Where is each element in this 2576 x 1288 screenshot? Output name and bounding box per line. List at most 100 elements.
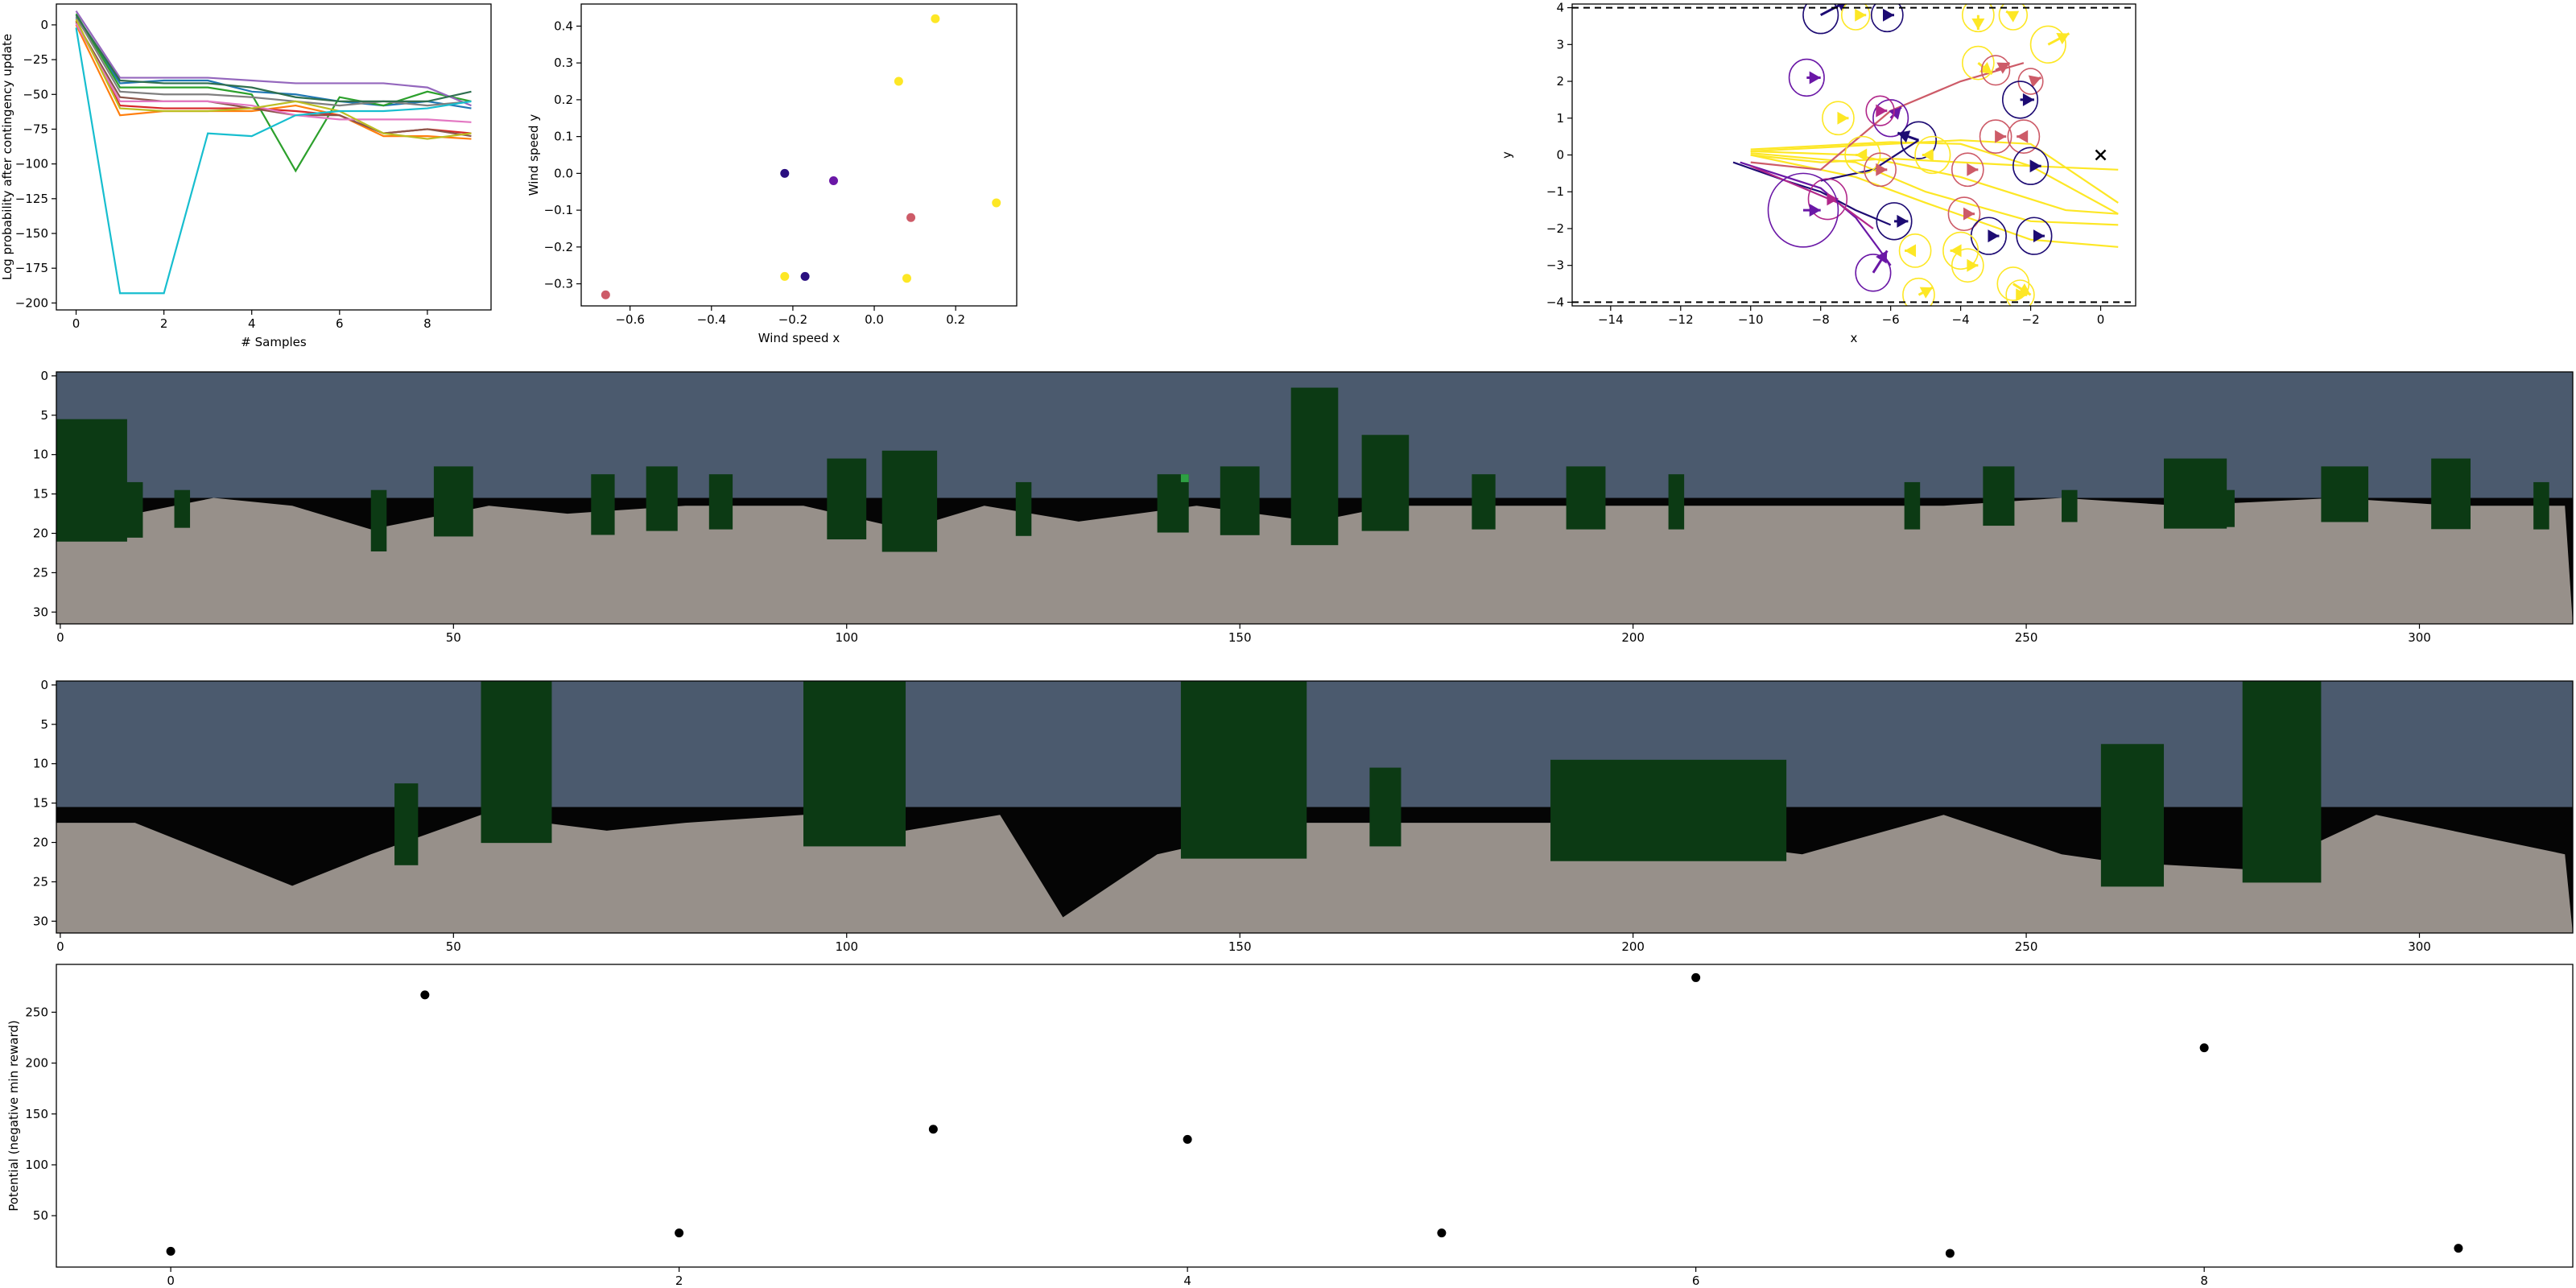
- tree: [2062, 489, 2078, 522]
- x-tick-label: 6: [336, 316, 344, 331]
- x-tick-label: −0.4: [697, 312, 726, 327]
- tree: [119, 481, 143, 538]
- trajectory-line: [1732, 161, 1892, 226]
- data-point: [1691, 972, 1701, 982]
- series-line: [75, 27, 472, 295]
- arrow-head: [1967, 258, 1979, 272]
- y-tick-label: 50: [33, 1208, 48, 1223]
- y-tick-label: −1: [1546, 184, 1564, 199]
- y-tick-label: 4: [1556, 1, 1564, 15]
- arrow-head: [1979, 61, 1992, 74]
- tree: [56, 419, 127, 542]
- arrow-head: [1897, 130, 1911, 143]
- y-tick-label: −175: [15, 261, 48, 275]
- arrow-head: [2056, 33, 2070, 45]
- trajectory-line: [1740, 161, 1892, 266]
- x-tick-label: −4: [1952, 312, 1970, 327]
- y-tick-label: 25: [33, 565, 48, 580]
- y-tick-label: −25: [23, 52, 48, 67]
- tree: [1015, 481, 1032, 536]
- agent-circle: [1961, 4, 1995, 33]
- arrow-head: [1919, 287, 1933, 299]
- trajectory-line: [1750, 154, 2119, 171]
- data-point: [1945, 1249, 1955, 1258]
- log-probability-line-chart: 0 2 4 6 8 0 −25 −50 −75 −100 −125 −150 −175 −200 # Sam…: [0, 3, 492, 349]
- agent-circle: [1767, 172, 1839, 248]
- data-point: [1183, 1134, 1192, 1144]
- y-tick-label: 1: [1556, 111, 1564, 126]
- data-point: [166, 1246, 175, 1256]
- y-tick-label: 0.1: [554, 130, 573, 144]
- ground-region: [56, 497, 2573, 624]
- tree: [1369, 767, 1402, 847]
- y-tick-label: 2: [1556, 74, 1564, 89]
- x-tick-label: 0.2: [946, 312, 965, 327]
- x-tick-label: 2: [675, 1274, 683, 1288]
- agent-circle: [1979, 119, 2013, 155]
- tree: [1904, 481, 1921, 530]
- agent-circle: [1914, 135, 1951, 175]
- agent-marker: [1180, 474, 1189, 482]
- y-axis-label: Log probability after contingency update: [0, 34, 14, 280]
- tree: [2164, 458, 2227, 529]
- tree: [2100, 744, 2165, 887]
- agent-circle: [1900, 121, 1937, 159]
- y-tick-label: 10: [33, 757, 48, 771]
- x-tick-label: 300: [2408, 630, 2431, 645]
- tree: [2242, 681, 2322, 883]
- tree: [1220, 466, 1260, 535]
- agent-circle: [2005, 279, 2035, 306]
- agent-circle: [1961, 45, 1995, 80]
- agent-circle: [2016, 217, 2053, 255]
- arrow-head: [1995, 130, 2007, 143]
- data-point: [780, 271, 790, 281]
- ground-region: [56, 815, 2573, 933]
- arrow-head: [1922, 148, 1934, 162]
- data-point: [675, 1228, 684, 1238]
- agent-circle: [2007, 119, 2041, 155]
- plot-area: [1572, 4, 2136, 306]
- agent-circle: [2029, 25, 2066, 64]
- arrow-head: [2017, 130, 2029, 143]
- y-tick-label: 0: [40, 678, 48, 692]
- series-line: [75, 21, 472, 138]
- goal-marker: [2095, 149, 2107, 161]
- y-tick-label: 3: [1556, 37, 1564, 52]
- trajectory-line: [1750, 165, 1874, 229]
- x-tick-label: 150: [1228, 939, 1252, 954]
- agent-circle: [1807, 178, 1848, 221]
- agent-circle: [1902, 277, 1935, 306]
- arrow-head: [2016, 288, 2028, 302]
- arrow-head: [1809, 204, 1821, 217]
- y-tick-label: 15: [33, 487, 48, 502]
- tree: [803, 681, 906, 847]
- arrow-head: [2029, 159, 2041, 173]
- tree: [708, 474, 733, 530]
- y-tick-label: −50: [23, 87, 48, 101]
- y-tick-label: 20: [33, 836, 48, 850]
- x-tick-label: −12: [1668, 312, 1694, 327]
- y-tick-label: 150: [25, 1107, 48, 1121]
- tree: [1180, 681, 1307, 859]
- agent-circle: [1872, 99, 1909, 138]
- y-tick-label: −200: [15, 295, 48, 310]
- tree: [174, 489, 191, 528]
- tree: [646, 466, 678, 531]
- arrow-head: [1905, 244, 1917, 258]
- y-tick-label: 0.2: [554, 93, 573, 107]
- y-tick-label: −100: [15, 157, 48, 171]
- agent-circle: [1802, 4, 1839, 35]
- arrow-head: [1856, 148, 1868, 162]
- tree: [591, 474, 615, 535]
- data-point: [601, 290, 610, 299]
- y-tick-label: 15: [33, 796, 48, 811]
- data-point: [902, 274, 911, 283]
- agent-circle: [1840, 4, 1871, 31]
- tree: [394, 783, 419, 865]
- x-tick-label: −0.2: [778, 312, 807, 327]
- y-tick-label: −2: [1546, 221, 1564, 236]
- agent-circle: [1980, 55, 2011, 86]
- series-line: [75, 15, 472, 107]
- trajectory-plot: −14 −12 −10 −8 −6 −4 −2 0 4 3 2 1 0 −1 −2 −3 −4 x y: [1500, 1, 2136, 345]
- axes-frame: [56, 964, 2574, 1268]
